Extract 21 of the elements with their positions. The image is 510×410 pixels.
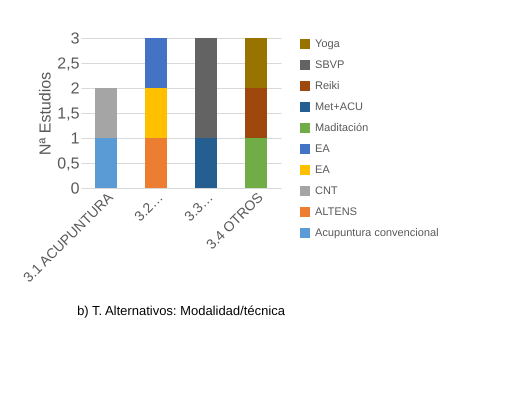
y-tick-label: 1,5	[57, 106, 80, 122]
text: b) T. Alternativos: Modalidad/técnica	[77, 303, 286, 318]
x-tick-label: 3.3…	[180, 189, 216, 224]
legend-label: CNT	[315, 185, 338, 197]
legend-label: Reiki	[315, 80, 340, 92]
y-axis-title: Nª Estudios	[37, 72, 54, 156]
legend-label: Yoga	[315, 38, 341, 50]
y-tick-label: 1	[70, 130, 80, 148]
legend-label: Acupuntura convencional	[315, 227, 439, 239]
legend-label: EA	[315, 143, 330, 155]
y-tick-label: 0,5	[57, 156, 80, 172]
y-tick-label: 2	[70, 80, 80, 98]
legend-label: ALTENS	[315, 206, 357, 218]
legend-label: SBVP	[315, 59, 344, 71]
y-tick-label: 2,5	[57, 56, 80, 72]
legend-label: Maditación	[315, 122, 368, 134]
y-tick-label: 3	[70, 30, 80, 48]
legend-label: Met+ACU	[315, 101, 364, 113]
x-tick-label: 3.2…	[130, 189, 166, 224]
legend-label: EA	[315, 164, 330, 176]
y-tick-label: 0	[70, 180, 80, 198]
